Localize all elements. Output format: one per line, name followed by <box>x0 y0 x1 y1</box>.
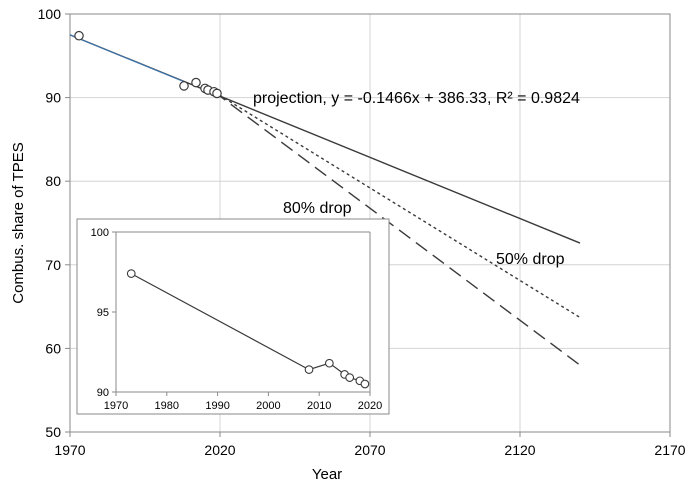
inset-data-point <box>304 365 314 374</box>
80-drop-line <box>213 91 581 366</box>
inset-x-tick-label: 2000 <box>256 400 280 412</box>
inset-x-tick-label: 1970 <box>104 400 128 412</box>
x-axis-title: Year <box>312 466 342 483</box>
x-tick-label: 2170 <box>654 442 685 458</box>
main-lines <box>69 34 581 366</box>
inset-data-point <box>360 379 370 389</box>
inset-y-ticks: 90 95 100 <box>91 227 116 399</box>
data-point <box>212 88 222 99</box>
x-tick-label: 2120 <box>504 442 535 458</box>
y-tick-label: 80 <box>45 173 61 189</box>
inset-x-tick-label: 1980 <box>155 400 179 412</box>
x-tick-label: 2070 <box>354 442 385 458</box>
main-y-ticks: 50 60 70 80 90 100 <box>38 6 70 440</box>
main-points <box>74 30 222 99</box>
y-tick-label: 60 <box>45 340 61 356</box>
inset-frame <box>76 218 390 415</box>
y-axis-title: Combus. share of TPES <box>10 142 27 303</box>
inset-x-ticks: 1970 1980 1990 2000 2010 2020 <box>104 392 382 412</box>
inset-x-tick-label: 2020 <box>358 400 382 412</box>
x-tick-label: 2020 <box>204 442 235 458</box>
inset-chart: 1970 1980 1990 2000 2010 2020 90 95 100 <box>76 218 390 415</box>
inset-y-tick-label: 90 <box>97 387 109 399</box>
data-point <box>191 77 201 88</box>
data-point <box>74 30 84 41</box>
projection-label: projection, y = -0.1466x + 386.33, R² = … <box>253 90 580 107</box>
inset-data-point <box>345 373 355 382</box>
50-drop-label: 50% drop <box>496 251 565 268</box>
80-drop-label: 80% drop <box>283 200 352 217</box>
y-tick-label: 50 <box>45 424 61 440</box>
inset-y-tick-label: 100 <box>91 227 109 239</box>
y-tick-label: 70 <box>45 257 61 273</box>
fit-highlight-line <box>69 34 185 83</box>
inset-x-tick-label: 1990 <box>205 400 229 412</box>
data-point <box>179 81 189 91</box>
inset-data-point <box>126 269 136 278</box>
y-tick-label: 100 <box>38 6 62 22</box>
inset-data-point <box>325 358 334 368</box>
inset-x-tick-label: 2010 <box>307 400 331 412</box>
inset-y-tick-label: 95 <box>97 307 109 319</box>
x-tick-label: 1970 <box>54 442 85 458</box>
main-x-ticks: 1970 2020 2070 2120 2170 <box>54 432 686 458</box>
y-tick-label: 90 <box>45 90 61 106</box>
inset-points <box>126 269 370 389</box>
